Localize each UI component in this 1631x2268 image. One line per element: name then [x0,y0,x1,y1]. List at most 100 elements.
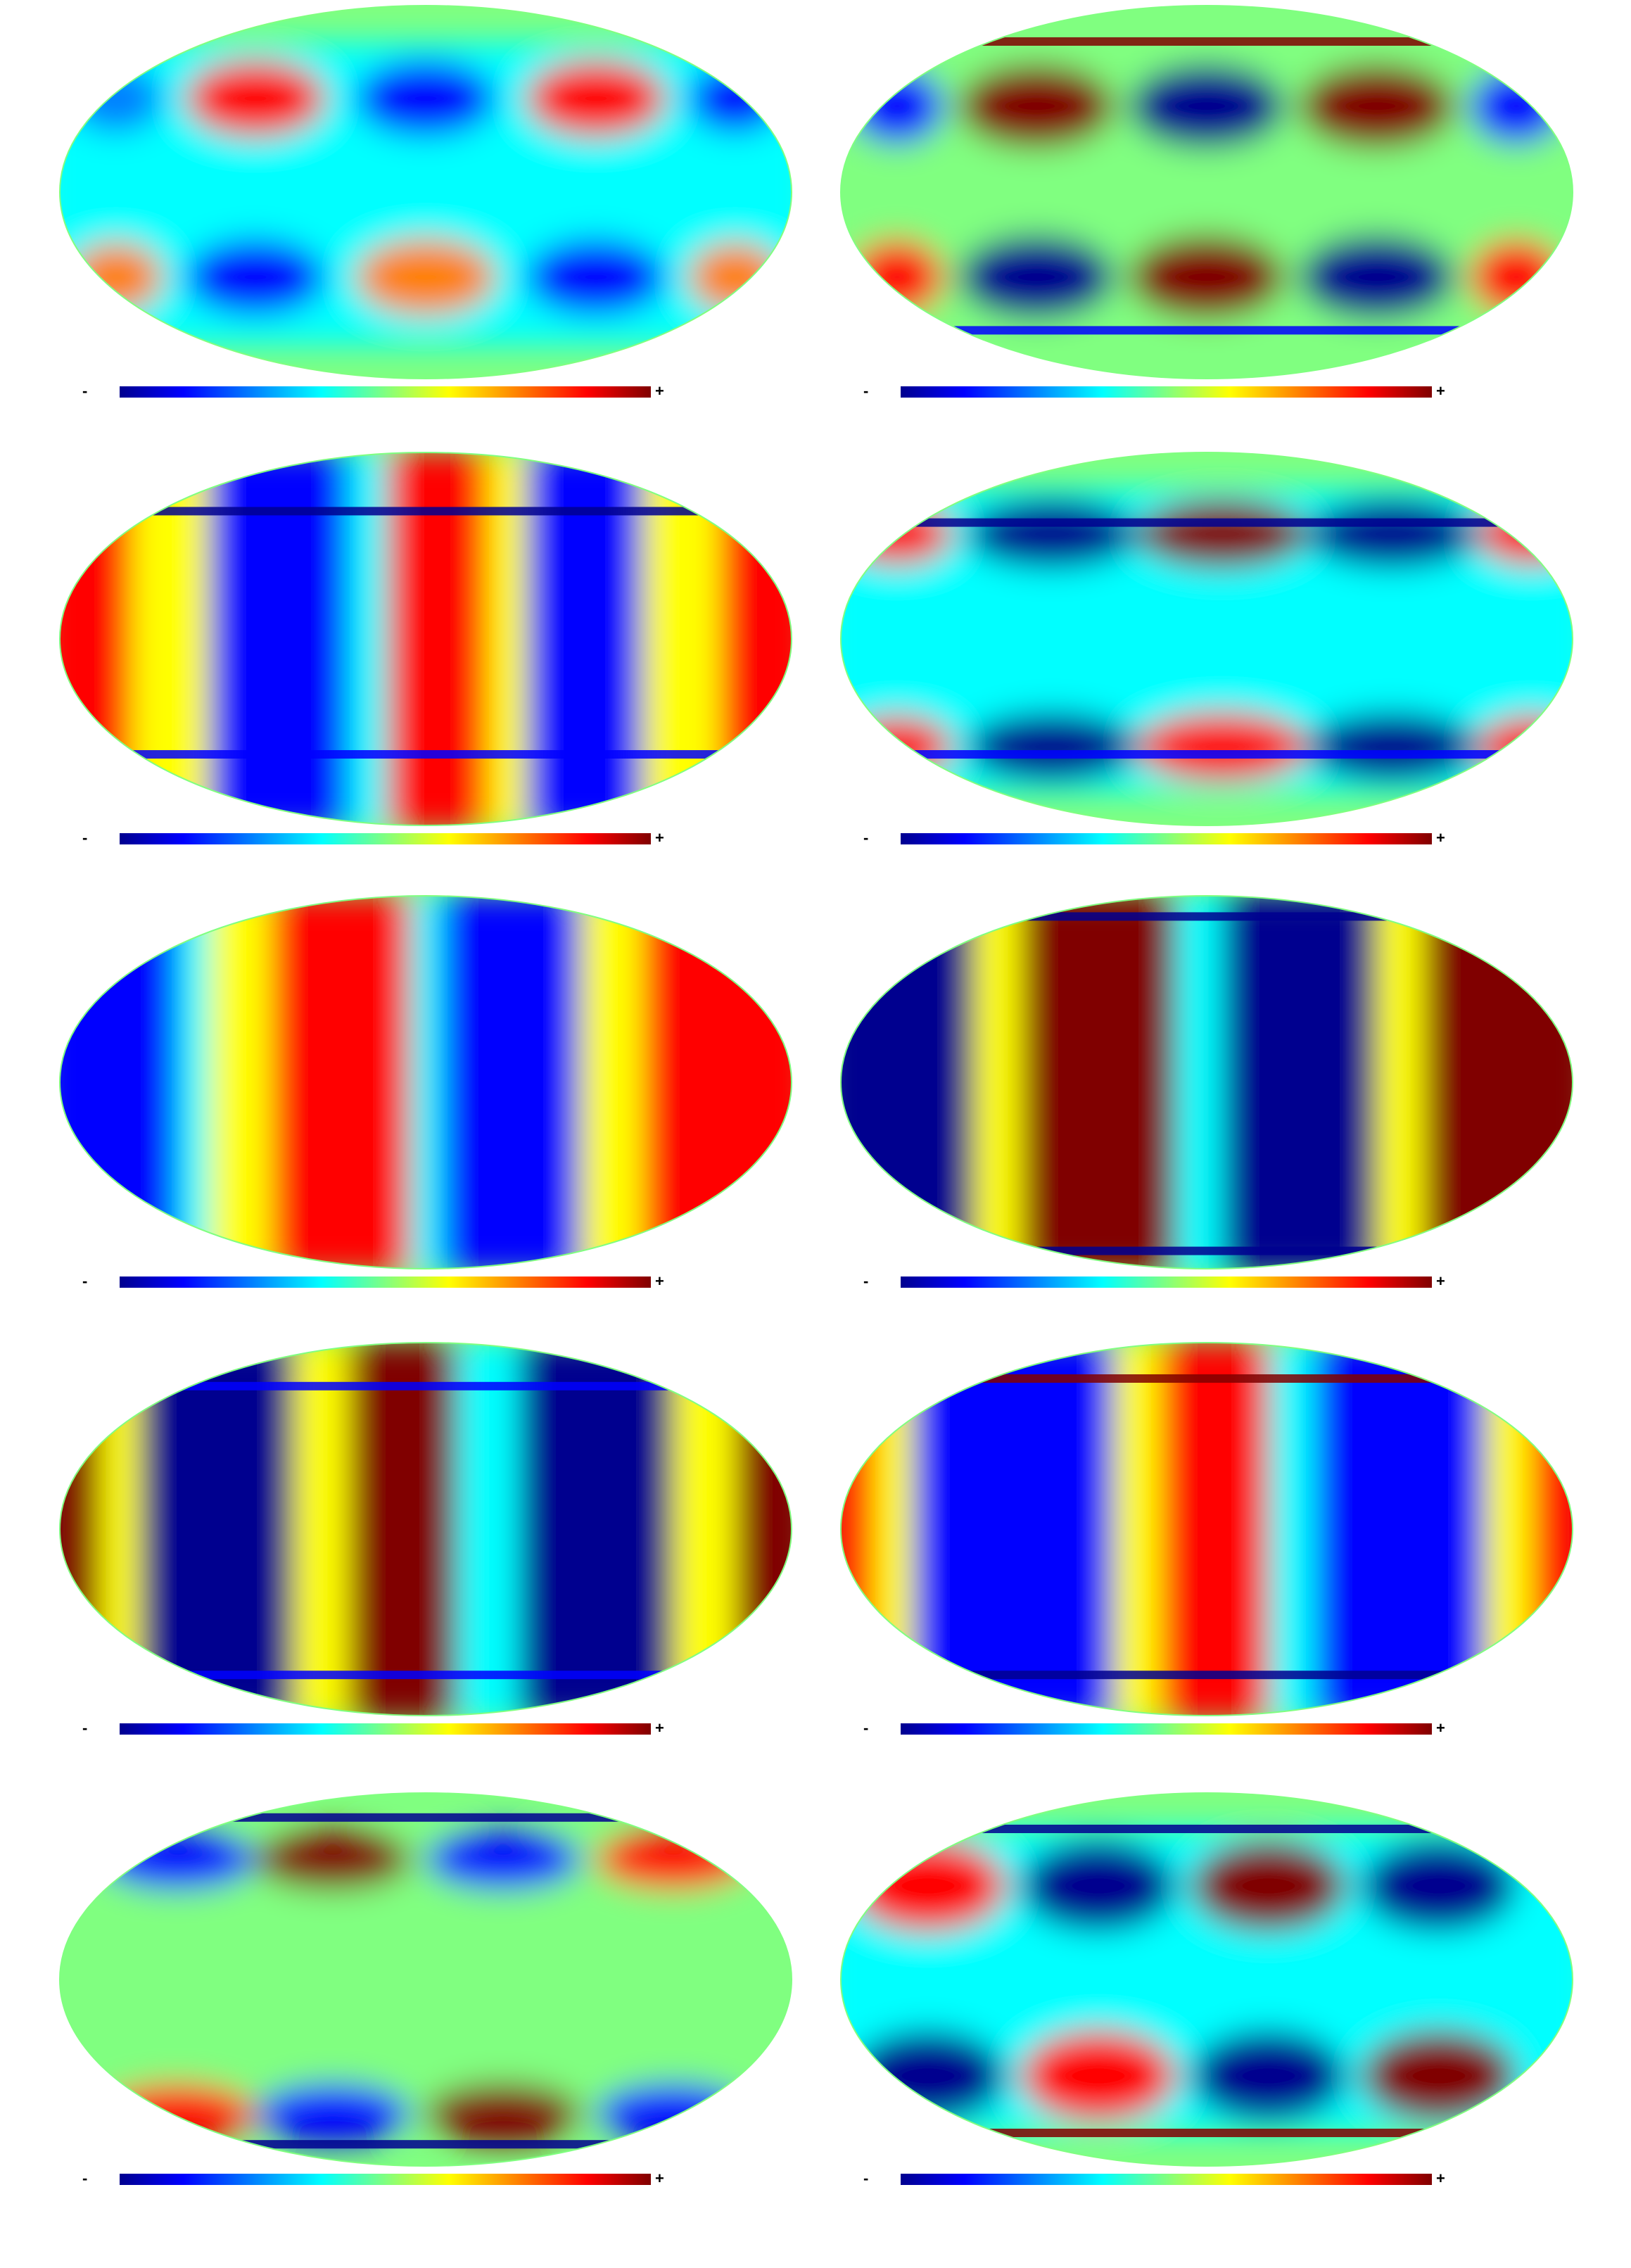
colorbar-min-label: - [82,1719,88,1737]
colorbar: - + [39,2168,813,2189]
field-band [874,1343,913,1716]
colorbar-max-label: + [1436,1719,1445,1737]
field-blob [1129,235,1284,319]
field-band [1160,1343,1269,1716]
field-band [720,452,792,825]
field-blob [426,1829,580,1890]
colorbar-gradient [901,833,1432,844]
field-blob [851,68,944,144]
field-blob [1137,712,1307,781]
map-outline [840,452,1573,826]
field-band [457,1343,519,1716]
field-blob [526,239,666,315]
field-band [1423,896,1573,1269]
colorbar: - + [39,828,813,849]
colorbar-gradient [120,833,651,844]
field-band [642,896,792,1269]
map-outline [59,1342,792,1716]
field-band [913,1343,1114,1716]
colorbar-max-label: + [1436,1272,1445,1290]
colorbar-max-label: + [1436,2169,1445,2187]
region-boundary-strip [60,1381,792,1390]
field-band [1315,1343,1485,1716]
mollweide-map [59,1792,792,2167]
field-band [1532,1343,1573,1716]
mollweide-map [840,452,1573,826]
field-band [348,1343,457,1716]
field-band [975,896,1021,1269]
field-band [209,896,271,1269]
field-band [735,1343,792,1716]
colorbar-max-label: + [655,1719,664,1737]
field-band [178,896,209,1269]
region-boundary-strip [60,507,792,516]
map-panel-1: - + [39,4,813,426]
field-band [1114,1343,1160,1716]
field-blob [1191,1840,1346,1932]
region-boundary-strip [841,1374,1573,1383]
field-band [1222,896,1377,1269]
field-blob [1129,64,1284,148]
colorbar-min-label: - [82,2169,88,2187]
field-blob [101,1829,255,1890]
mollweide-map [59,895,792,1269]
field-blob [1307,712,1478,781]
field-blob [1362,1840,1516,1932]
mollweide-map [59,452,792,826]
field-blob [1021,2030,1176,2122]
map-panel-5: - + [39,894,813,1316]
field-blob [70,243,163,312]
field-band [1377,896,1423,1269]
field-blob [959,64,1114,148]
map-outline [840,5,1573,379]
field-blob [356,239,495,315]
field-blob [851,1840,1005,1932]
field-blob [851,239,944,315]
field-blob [1191,2030,1346,2122]
map-outline [840,895,1573,1269]
map-outline [840,1792,1573,2167]
field-band [410,896,441,1269]
field-blob [255,2083,410,2145]
field-blob [959,235,1114,319]
field-blob [843,503,951,564]
field-blob [70,64,163,133]
region-boundary-strip [60,2140,792,2149]
colorbar: - + [820,1718,1594,1739]
field-band [60,1343,101,1716]
field-blob [1137,500,1307,569]
field-blob [967,500,1137,569]
map-panel-4: - + [820,450,1594,873]
field-blob [186,239,325,315]
region-boundary-strip [841,1825,1573,1833]
field-blob [426,2083,580,2145]
region-boundary-strip [60,750,792,759]
field-blob [596,2083,751,2145]
field-band [101,1343,139,1716]
colorbar-max-label: + [655,829,664,847]
field-band [139,1343,294,1716]
map-panel-8: - + [820,1341,1594,1763]
region-boundary-strip [841,2129,1573,2137]
colorbar: - + [39,381,813,402]
field-blob [1470,239,1563,315]
field-blob [1300,235,1454,319]
mollweide-map [840,1792,1573,2167]
field-blob [186,61,325,137]
colorbar-gradient [901,386,1432,398]
map-outline [59,895,792,1269]
field-band [1485,1343,1532,1716]
field-band [271,896,410,1269]
colorbar-max-label: + [1436,829,1445,847]
field-band [1176,896,1222,1269]
region-boundary-strip [841,912,1573,921]
mollweide-map [840,5,1573,379]
field-blob [1478,503,1573,565]
field-band [841,896,975,1269]
colorbar-gradient [120,1723,651,1735]
field-blob [255,1829,410,1890]
field-blob [1307,500,1478,569]
region-boundary-strip [60,1813,792,1822]
mollweide-map [59,5,792,379]
field-blob [851,2030,1005,2122]
